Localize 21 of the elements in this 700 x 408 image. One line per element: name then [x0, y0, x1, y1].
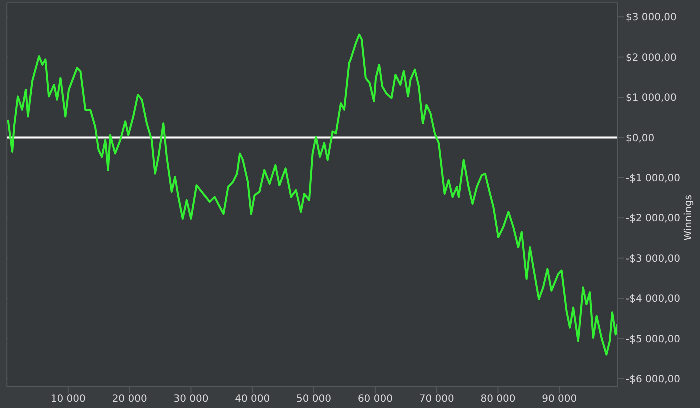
- x-tick-label: 60 000: [358, 394, 393, 406]
- x-tick-label: 40 000: [235, 394, 270, 406]
- y-tick-label: -$2 000,00: [626, 214, 681, 225]
- x-tick-label: 90 000: [542, 394, 578, 406]
- x-tick-label: 20 000: [112, 394, 148, 406]
- y-tick-label: $0,00: [626, 133, 655, 144]
- x-tick-label: 80 000: [480, 394, 516, 406]
- line-series: [7, 34, 618, 356]
- y-tick-label: -$1 000,00: [626, 173, 681, 184]
- x-tick-label: 10 000: [50, 394, 86, 406]
- y-tick-label: -$5 000,00: [626, 334, 681, 346]
- y-tick-label: $3 000,00: [626, 12, 677, 24]
- y-tick-label: $1 000,00: [626, 93, 677, 104]
- x-tick-label: 50 000: [296, 394, 332, 406]
- x-tick-label: 70 000: [419, 394, 454, 406]
- y-tick-label: $2 000,00: [626, 52, 677, 64]
- x-tick-label: 30 000: [174, 394, 209, 406]
- y-tick-label: -$4 000,00: [626, 294, 681, 306]
- y-tick-label: -$3 000,00: [626, 254, 681, 265]
- y-tick-label: -$6 000,00: [626, 374, 681, 386]
- y-axis-title: Winnings: [684, 195, 695, 241]
